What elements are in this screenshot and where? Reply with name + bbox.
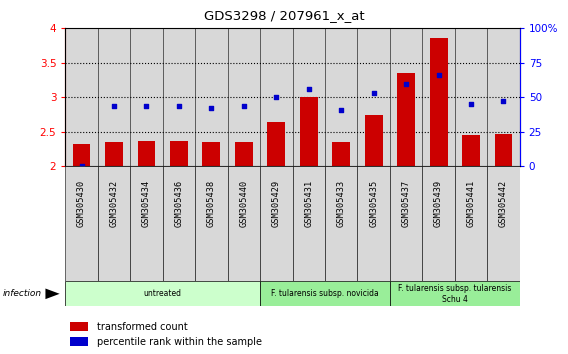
Bar (260, 281, 390, 306)
Text: GSM305440: GSM305440 (239, 180, 248, 227)
Text: GSM305434: GSM305434 (142, 180, 151, 227)
Polygon shape (45, 289, 60, 299)
Point (466, 101, 475, 107)
Bar (423, 28, 455, 166)
Bar (357, 28, 390, 166)
Bar (268, 121, 285, 166)
Bar (462, 135, 480, 166)
Point (434, 73, 443, 78)
Bar (429, 38, 448, 166)
Bar (130, 166, 162, 281)
Text: F. tularensis subsp. tularensis
Schu 4: F. tularensis subsp. tularensis Schu 4 (398, 284, 512, 303)
Text: transformed count: transformed count (97, 322, 188, 332)
Bar (390, 166, 423, 281)
Text: GSM305431: GSM305431 (304, 180, 313, 227)
Bar (65, 166, 98, 281)
Bar (293, 166, 325, 281)
Bar (130, 28, 162, 166)
Text: GSM305441: GSM305441 (466, 180, 475, 227)
Bar (365, 115, 383, 166)
Bar (455, 28, 487, 166)
Point (174, 103, 183, 108)
Bar (487, 28, 520, 166)
Bar (70, 337, 88, 346)
Bar (390, 28, 423, 166)
Bar (300, 97, 318, 166)
Text: infection: infection (3, 289, 42, 298)
Bar (325, 28, 357, 166)
Bar (195, 28, 228, 166)
Bar (487, 166, 520, 281)
Bar (162, 28, 195, 166)
Point (272, 95, 281, 100)
Bar (73, 144, 90, 166)
Bar (455, 166, 487, 281)
Text: GSM305442: GSM305442 (499, 180, 508, 227)
Point (402, 81, 411, 86)
Bar (332, 142, 350, 166)
Bar (228, 166, 260, 281)
Bar (495, 134, 512, 166)
Bar (195, 166, 228, 281)
Bar (423, 166, 455, 281)
Text: percentile rank within the sample: percentile rank within the sample (97, 337, 262, 347)
Text: untreated: untreated (144, 289, 182, 298)
Text: GSM305432: GSM305432 (110, 180, 119, 227)
Bar (105, 142, 123, 166)
Bar (228, 28, 260, 166)
Point (369, 90, 378, 96)
Bar (390, 281, 520, 306)
Text: GSM305436: GSM305436 (174, 180, 183, 227)
Point (207, 105, 216, 111)
Bar (397, 73, 415, 166)
Bar (357, 166, 390, 281)
Text: GDS3298 / 207961_x_at: GDS3298 / 207961_x_at (204, 9, 364, 22)
Text: GSM305433: GSM305433 (337, 180, 346, 227)
Bar (98, 166, 130, 281)
Bar (260, 28, 293, 166)
Text: GSM305430: GSM305430 (77, 180, 86, 227)
Bar (325, 166, 357, 281)
Bar (260, 166, 293, 281)
Text: GSM305435: GSM305435 (369, 180, 378, 227)
Bar (70, 322, 88, 331)
Text: GSM305439: GSM305439 (434, 180, 443, 227)
Bar (235, 142, 253, 166)
Point (110, 103, 119, 108)
Text: F. tularensis subsp. novicida: F. tularensis subsp. novicida (271, 289, 379, 298)
Bar (162, 166, 195, 281)
Bar (65, 281, 260, 306)
Point (499, 99, 508, 104)
Point (239, 103, 248, 108)
Text: GSM305437: GSM305437 (402, 180, 411, 227)
Text: GSM305429: GSM305429 (272, 180, 281, 227)
Bar (65, 28, 98, 166)
Point (337, 107, 346, 113)
Bar (170, 141, 188, 166)
Point (142, 103, 151, 108)
Bar (202, 142, 220, 166)
Bar (293, 28, 325, 166)
Bar (137, 141, 156, 166)
Text: GSM305438: GSM305438 (207, 180, 216, 227)
Point (304, 86, 314, 92)
Bar (98, 28, 130, 166)
Point (77, 164, 86, 169)
